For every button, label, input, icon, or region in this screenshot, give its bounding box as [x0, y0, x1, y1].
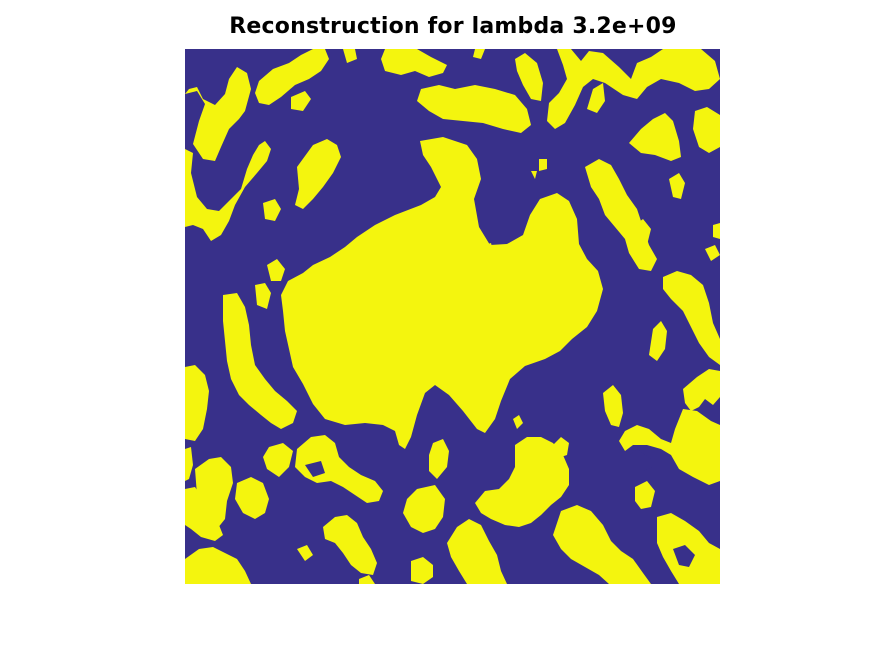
figure-title: Reconstruction for lambda 3.2e+09: [229, 14, 677, 39]
central-region: [281, 137, 603, 449]
reconstruction-image: [185, 49, 720, 584]
yellow-regions: [185, 49, 720, 584]
